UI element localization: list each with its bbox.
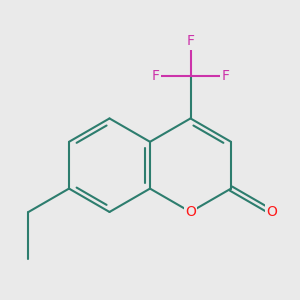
Text: O: O [185, 205, 196, 219]
Text: F: F [187, 34, 194, 48]
Text: F: F [152, 69, 159, 83]
Text: F: F [222, 69, 230, 83]
Text: O: O [266, 205, 277, 219]
